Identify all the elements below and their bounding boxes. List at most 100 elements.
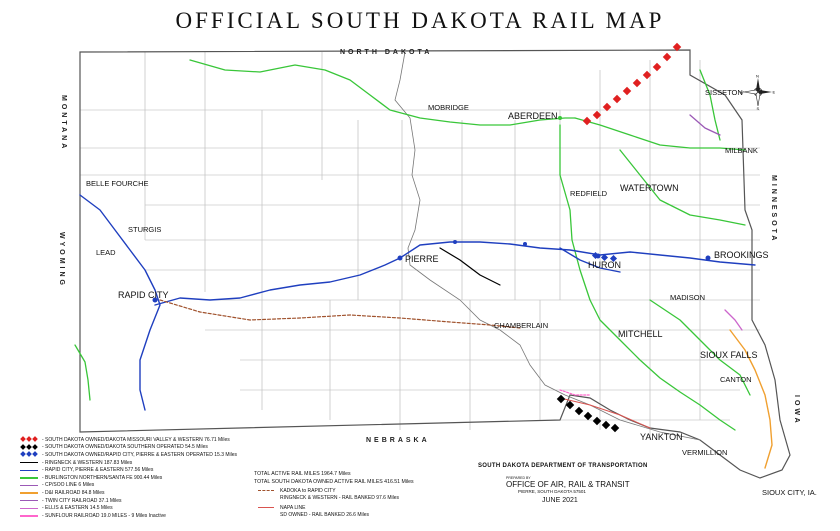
legend-row-rcpe: - RAPID CITY, PIERRE & EASTERN 577.56 Mi… <box>20 466 260 474</box>
legend-label: - RAPID CITY, PIERRE & EASTERN 577.56 Mi… <box>42 467 154 474</box>
legend-swatch-pink-line <box>20 513 38 518</box>
kadoka-swatch <box>258 490 274 491</box>
rcpe-main-line <box>154 241 756 306</box>
napa-swatch <box>258 507 274 508</box>
legend-row-dakota-southern: - SOUTH DAKOTA OWNED/DAKOTA SOUTHERN OPE… <box>20 444 260 452</box>
city-yankton: YANKTON <box>640 432 683 442</box>
legend-swatch-black-line <box>20 460 38 465</box>
county-borders <box>79 52 760 440</box>
compass-rose-icon: N S E W <box>740 74 776 110</box>
legend-row-ellis-eastern: - ELLIS & EASTERN 14.5 Miles <box>20 504 260 512</box>
minnesota-label: MINNESOTA <box>770 175 777 243</box>
city-sioux-falls: SIOUX FALLS <box>700 350 758 360</box>
rail-totals: TOTAL ACTIVE RAIL MILES 1964.7 Miles TOT… <box>254 471 414 486</box>
compass-s: S <box>757 106 760 110</box>
napa-row: NAPA LINE <box>258 504 399 511</box>
legend-label: - D&I RAILROAD 84.8 Miles <box>42 489 105 496</box>
city-redfield: REDFIELD <box>570 189 608 198</box>
nebraska-label: NEBRASKA <box>366 437 430 444</box>
bnsf-watertown-line <box>574 117 746 151</box>
city-mitchell: MITCHELL <box>618 329 663 339</box>
dot-office: OFFICE OF AIR, RAIL & TRANSIT <box>506 480 630 489</box>
napa-row-detail: SD OWNED - RAIL BANKED 26.6 Miles <box>280 511 399 518</box>
ringneck-western-line <box>439 247 501 286</box>
legend-swatch-black-diamond <box>20 444 38 450</box>
city-brookings: BROOKINGS <box>714 250 769 260</box>
missouri-river <box>394 51 701 441</box>
legend-swatch-magenta-line <box>20 506 38 511</box>
legend-row-rcpe-owned: - SOUTH DAKOTA OWNED/RAPID CITY, PIERRE … <box>20 451 260 459</box>
dot-date: JUNE 2021 <box>542 497 578 504</box>
city-chamberlain: CHAMBERLAIN <box>494 321 548 330</box>
montana-label: MONTANA <box>60 95 67 151</box>
legend-label: - SOUTH DAKOTA OWNED/RAPID CITY, PIERRE … <box>42 451 238 458</box>
legend-label: - BURLINGTON NORTHERN/SANTA FE 900.44 Mi… <box>42 474 163 481</box>
sunflour-railroad <box>559 389 591 396</box>
legend-row-cp-soo: - CP/SOO LINE 6 Miles <box>20 482 260 490</box>
city-watertown: WATERTOWN <box>620 183 679 193</box>
total-sd-owned-miles: TOTAL SOUTH DAKOTA OWNED ACTIVE RAIL MIL… <box>254 478 414 485</box>
city-lead: LEAD <box>96 248 116 257</box>
kadoka-detail: RINGNECK & WESTERN - RAIL BANKED 97.6 Mi… <box>280 494 400 501</box>
bnsf-sioux-falls-line <box>649 299 751 396</box>
city-sturgis: STURGIS <box>128 225 161 234</box>
city-pierre: PIERRE <box>405 254 439 264</box>
dot-credit-block: SOUTH DAKOTA DEPARTMENT OF TRANSPORTATIO… <box>478 463 648 504</box>
twin-city-railroad <box>689 114 721 136</box>
compass-w: W <box>740 90 744 95</box>
rail-lines <box>74 59 773 469</box>
north-dakota-label: NORTH DAKOTA <box>340 49 432 56</box>
compass-n: N <box>756 74 759 79</box>
legend-row-dmvw: - SOUTH DAKOTA OWNED/DAKOTA MISSOURI VAL… <box>20 436 260 444</box>
legend-swatch-purple-line <box>20 483 38 488</box>
city-sisseton: SISSETON <box>705 88 743 97</box>
bnsf-east-line <box>619 149 746 226</box>
napa-line-rail-banked <box>559 397 651 429</box>
iowa-label: IOWA <box>793 395 800 426</box>
city-markers <box>152 116 711 303</box>
sd-owned-dmvw-line <box>582 42 682 126</box>
legend-row-d-and-i: - D&I RAILROAD 84.8 Miles <box>20 489 260 497</box>
legend-label: - SOUTH DAKOTA OWNED/DAKOTA MISSOURI VAL… <box>42 436 230 443</box>
legend-row-twin-city: - TWIN CITY RAILROAD 37.1 Miles <box>20 497 260 505</box>
total-active-miles: TOTAL ACTIVE RAIL MILES 1964.7 Miles <box>254 471 351 477</box>
legend-label: - SUNFLOUR RAILROAD 19.0 MILES - 9 Miles… <box>42 512 166 519</box>
legend-row-bnsf: - BURLINGTON NORTHERN/SANTA FE 900.44 Mi… <box>20 474 260 482</box>
legend-swatch-blue-diamond <box>20 451 38 458</box>
legend-swatch-orange-line <box>20 490 38 495</box>
kadoka-title: KADOKA to RAPID CITY <box>280 487 336 494</box>
bnsf-northwest-line <box>189 59 576 126</box>
city-canton: CANTON <box>720 375 752 384</box>
state-border <box>79 49 791 479</box>
city-madison: MADISON <box>670 293 705 302</box>
city-aberdeen: ABERDEEN <box>508 111 558 121</box>
legend-swatch-blue-line <box>20 468 38 473</box>
legend-label: - SOUTH DAKOTA OWNED/DAKOTA SOUTHERN OPE… <box>42 444 208 451</box>
city-belle-fourche: BELLE FOURCHE <box>86 179 149 188</box>
legend-label: - ELLIS & EASTERN 14.5 Miles <box>42 505 113 512</box>
legend-label: - CP/SOO LINE 6 Miles <box>42 482 95 489</box>
city-vermillion: VERMILLION <box>682 448 727 457</box>
sd-owned-dakota-southern-line <box>556 394 620 433</box>
bnsf-sisseton-line <box>699 69 721 141</box>
map-title: OFFICIAL SOUTH DAKOTA RAIL MAP <box>175 8 665 33</box>
city-huron: HURON <box>588 260 621 270</box>
legend-swatch-violet-line <box>20 498 38 503</box>
legend-swatch-red-diamond <box>20 436 38 443</box>
rcpe-black-hills-line <box>79 194 161 411</box>
city-milbank: MILBANK <box>725 146 758 155</box>
rail-legend: - SOUTH DAKOTA OWNED/DAKOTA MISSOURI VAL… <box>20 436 260 520</box>
kadoka-row: KADOKA to RAPID CITY <box>258 487 399 494</box>
legend-label: - RINGNECK & WESTERN 187.83 Miles <box>42 459 133 466</box>
rail-banked-legend: KADOKA to RAPID CITY RINGNECK & WESTERN … <box>258 487 399 518</box>
legend-swatch-green-line <box>20 475 38 480</box>
d-and-i-railroad <box>729 329 773 469</box>
rcpe-huron-line <box>559 247 621 273</box>
legend-row-sunflour: - SUNFLOUR RAILROAD 19.0 MILES - 9 Miles… <box>20 512 260 520</box>
ellis-eastern-line <box>724 309 743 331</box>
kadoka-row-detail: RINGNECK & WESTERN - RAIL BANKED 97.6 Mi… <box>280 494 399 501</box>
wyoming-label: WYOMING <box>58 232 65 288</box>
napa-title: NAPA LINE <box>280 504 306 511</box>
city-mobridge: MOBRIDGE <box>428 103 469 112</box>
